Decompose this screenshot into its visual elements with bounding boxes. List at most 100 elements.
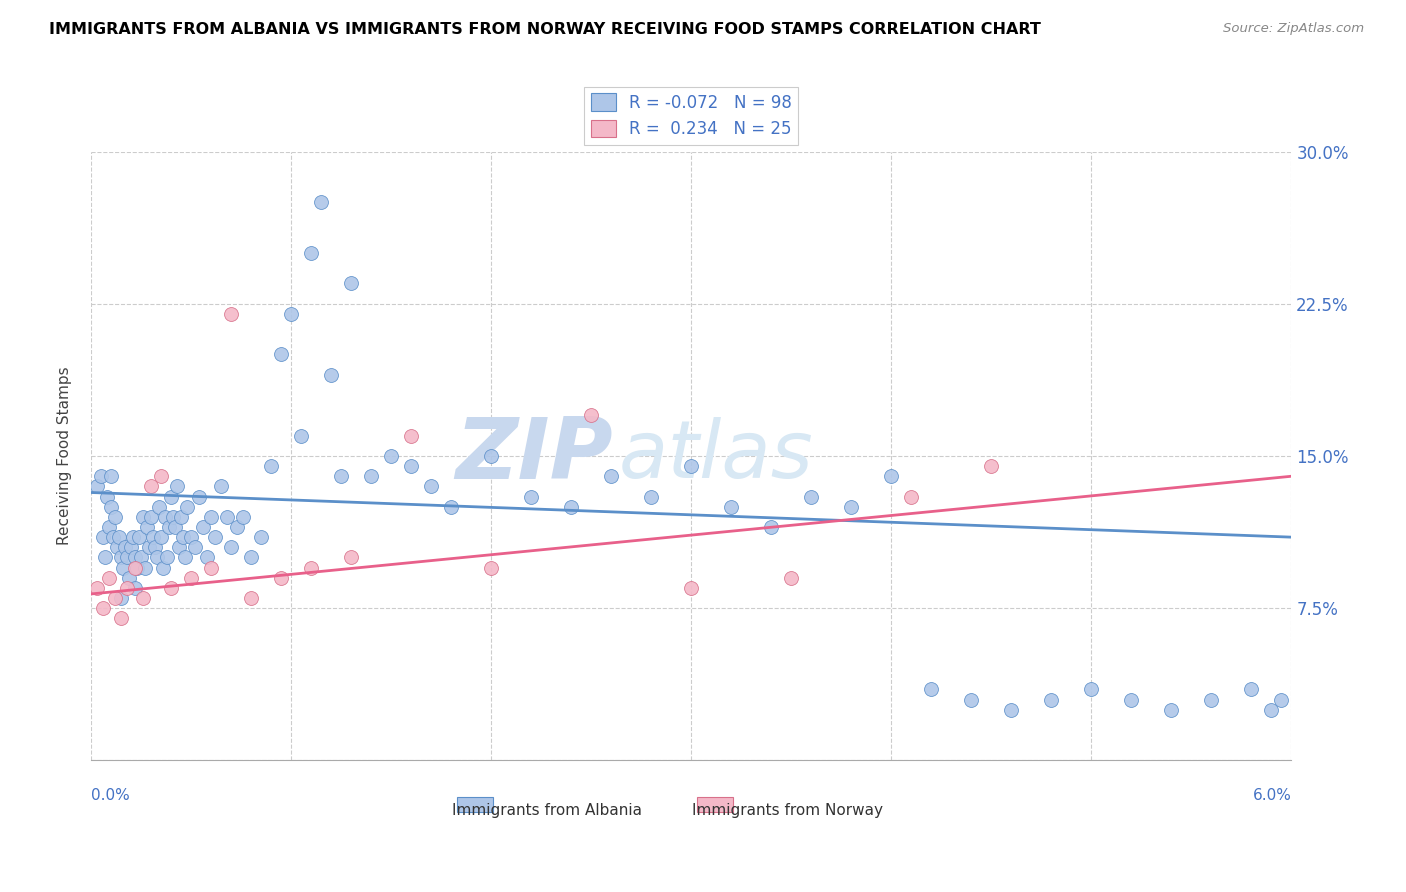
Point	[149, 469, 172, 483]
Point	[681, 581, 703, 595]
Point	[219, 307, 242, 321]
Point	[101, 530, 124, 544]
Point	[1040, 692, 1063, 706]
Point	[163, 520, 186, 534]
Point	[250, 530, 273, 544]
Point	[129, 550, 152, 565]
Text: Immigrants from Norway: Immigrants from Norway	[692, 803, 883, 818]
Point	[160, 581, 183, 595]
Point	[240, 550, 263, 565]
Point	[260, 459, 283, 474]
Point	[128, 530, 150, 544]
Point	[209, 479, 232, 493]
Point	[226, 520, 249, 534]
Point	[399, 459, 422, 474]
Legend: R = -0.072   N = 98, R =  0.234   N = 25: R = -0.072 N = 98, R = 0.234 N = 25	[583, 87, 799, 145]
Point	[184, 541, 207, 555]
Point	[640, 490, 662, 504]
Point	[520, 490, 543, 504]
Point	[174, 550, 197, 565]
Point	[124, 550, 146, 565]
Point	[340, 550, 363, 565]
Text: 0.0%: 0.0%	[91, 788, 129, 803]
Point	[215, 509, 238, 524]
Point	[479, 560, 502, 574]
Point	[114, 541, 136, 555]
Point	[232, 509, 254, 524]
Point	[759, 520, 782, 534]
Point	[90, 469, 112, 483]
Point	[479, 449, 502, 463]
Point	[115, 550, 138, 565]
Text: 6.0%: 6.0%	[1253, 788, 1291, 803]
Point	[124, 581, 146, 595]
Point	[319, 368, 342, 382]
Point	[920, 682, 942, 697]
Point	[1270, 692, 1292, 706]
Point	[800, 490, 823, 504]
Point	[143, 541, 166, 555]
Text: Source: ZipAtlas.com: Source: ZipAtlas.com	[1223, 22, 1364, 36]
Point	[299, 246, 322, 260]
Point	[681, 459, 703, 474]
Point	[219, 541, 242, 555]
Point	[579, 409, 602, 423]
Text: Immigrants from Albania: Immigrants from Albania	[453, 803, 643, 818]
Point	[132, 591, 155, 605]
Point	[360, 469, 382, 483]
Point	[270, 347, 292, 361]
Point	[108, 530, 131, 544]
Point	[330, 469, 353, 483]
Point	[94, 550, 117, 565]
Point	[86, 479, 108, 493]
Point	[111, 560, 134, 574]
Point	[188, 490, 211, 504]
Point	[100, 500, 122, 514]
Point	[115, 581, 138, 595]
Point	[166, 479, 188, 493]
Point	[124, 560, 146, 574]
FancyBboxPatch shape	[457, 797, 494, 812]
Point	[153, 509, 176, 524]
Point	[1000, 703, 1022, 717]
Point	[1080, 682, 1102, 697]
FancyBboxPatch shape	[697, 797, 733, 812]
Point	[110, 611, 132, 625]
Point	[420, 479, 443, 493]
Point	[380, 449, 402, 463]
Point	[180, 571, 202, 585]
Point	[204, 530, 226, 544]
Y-axis label: Receiving Food Stamps: Receiving Food Stamps	[58, 367, 72, 545]
Point	[440, 500, 463, 514]
Point	[134, 560, 156, 574]
Point	[240, 591, 263, 605]
Point	[780, 571, 803, 585]
Point	[290, 428, 312, 442]
Point	[152, 560, 174, 574]
Point	[118, 571, 141, 585]
Point	[172, 530, 194, 544]
Point	[1240, 682, 1263, 697]
Point	[960, 692, 983, 706]
Point	[149, 530, 172, 544]
Point	[91, 530, 114, 544]
Point	[160, 490, 183, 504]
Point	[299, 560, 322, 574]
Point	[600, 469, 623, 483]
Point	[105, 541, 128, 555]
Point	[97, 571, 120, 585]
Point	[110, 550, 132, 565]
Point	[309, 195, 332, 210]
Point	[1201, 692, 1223, 706]
Point	[180, 530, 202, 544]
Point	[880, 469, 903, 483]
Point	[156, 550, 179, 565]
Point	[1121, 692, 1143, 706]
Point	[200, 560, 222, 574]
Point	[1160, 703, 1182, 717]
Point	[900, 490, 922, 504]
Text: atlas: atlas	[619, 417, 814, 495]
Point	[980, 459, 1002, 474]
Point	[167, 541, 190, 555]
Point	[157, 520, 180, 534]
